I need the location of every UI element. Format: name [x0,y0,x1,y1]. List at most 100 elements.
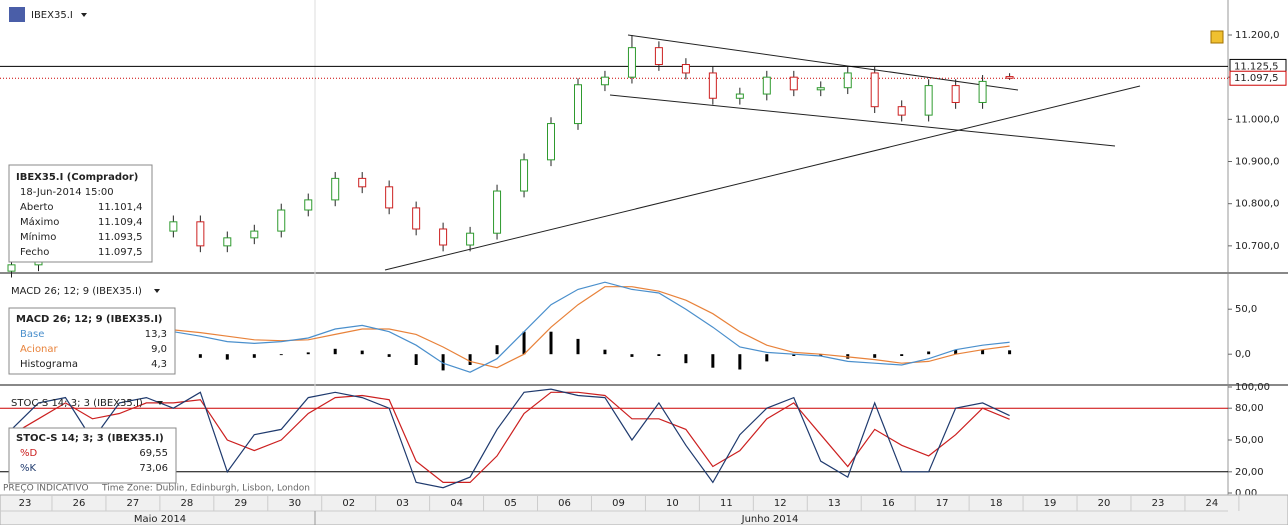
histogram-bar [873,354,877,358]
x-tick-label: 12 [774,498,787,509]
candle-body [574,84,582,125]
x-tick-label: 16 [882,498,895,509]
candle-body [466,232,475,246]
dropdown-arrow[interactable] [157,401,163,405]
histogram-bar [279,354,283,356]
histogram-bar [657,354,661,356]
info-value: 11.109,4 [98,217,143,228]
x-tick-label: 13 [828,498,841,509]
candle-body [627,47,636,78]
legend-label: Histograma [20,359,78,370]
x-tick-label: 06 [558,498,571,509]
histogram-bar [900,354,904,356]
histogram-bar [927,351,931,355]
histogram-bar [792,354,796,356]
histogram-bar [738,354,742,370]
symbol[interactable]: IBEX35.I [31,10,73,21]
histogram-bar [603,349,607,355]
histogram-bar [711,354,715,368]
x-tick-label: 18 [990,498,1003,509]
candle-body [439,228,448,246]
info-title: STOC-S 14; 3; 3 (IBEX35.I) [16,433,164,444]
panel-title[interactable]: STOC-S 14; 3; 3 (IBEX35.I) [11,398,143,409]
y-tick-label: 10.800,0 [1235,199,1280,210]
y-tick-label: 50,0 [1235,304,1257,315]
info-value: 11.101,4 [98,202,143,213]
price-label: 11.097,5 [1234,73,1279,84]
y-tick-label: 80,00 [1235,403,1264,414]
x-tick-label: 30 [288,498,301,509]
candle-body [951,85,960,103]
candle-body [843,72,852,89]
histogram-bar [306,352,310,355]
symbol-icon [9,7,25,22]
month-label: Maio 2014 [134,514,186,525]
info-value: 11.093,5 [98,232,143,243]
candle-body [520,159,529,192]
candle-body [7,264,16,272]
candle-body [978,80,987,103]
x-axis [0,494,1288,525]
histogram-bar [360,350,364,355]
price-label: 11.125,5 [1234,61,1279,72]
info-frame [8,427,177,484]
dropdown-arrow[interactable] [154,289,160,293]
candle-body [331,177,340,201]
candle-body [1005,76,1014,79]
info-value: 11.097,5 [98,247,143,258]
legend-label: Acionar [20,344,59,355]
candle-body [412,207,421,230]
x-tick-label: 09 [612,498,625,509]
y-tick-label: 0,0 [1235,349,1251,360]
dropdown-arrow[interactable] [81,13,87,17]
histogram-bar [387,354,391,357]
histogram-bar [414,354,418,365]
candle-body [169,221,178,232]
histogram-bar [252,354,256,358]
series-line [11,286,1010,369]
y-tick-label: 50,00 [1235,435,1264,446]
x-tick-label: 29 [234,498,247,509]
x-tick-label: 02 [342,498,355,509]
candle-body [600,76,609,86]
series-line [11,388,1010,489]
x-tick-label: 28 [180,498,193,509]
month-label: Junho 2014 [741,514,799,525]
info-box: MACD 26; 12; 9 (IBEX35.I) Base 13,3 Acio… [8,307,176,375]
histogram-bar [954,349,958,355]
candle-body [196,221,205,247]
histogram-bar [441,354,445,371]
info-title: MACD 26; 12; 9 (IBEX35.I) [16,314,163,325]
y-tick-label: 11.000,0 [1235,114,1280,125]
x-tick-label: 27 [127,498,140,509]
alert-icon[interactable] [1210,30,1224,44]
legend-label: %D [20,448,38,459]
footer-timezone: Time Zone: Dublin, Edinburgh, Lisbon, Lo… [101,484,310,494]
candle-body [816,87,825,91]
histogram-bar [684,354,688,364]
histogram-bar [495,345,499,355]
x-tick-label: 24 [1206,498,1219,509]
x-tick-label: 04 [450,498,463,509]
histogram-bar [333,348,337,355]
histogram-bar [819,354,823,356]
panel-title[interactable]: MACD 26; 12; 9 (IBEX35.I) [11,286,142,297]
y-tick-label: 20,00 [1235,467,1264,478]
candle-body [762,76,771,95]
info-date: 18-Jun-2014 15:00 [20,187,114,198]
y-tick-label: 10.900,0 [1235,157,1280,168]
x-tick-label: 23 [19,498,32,509]
footer-note: PREÇO INDICATIVO [3,484,89,494]
candle-body [735,93,744,99]
x-tick-label: 17 [936,498,949,509]
info-label: Aberto [20,202,54,213]
info-value: 13,3 [145,329,167,340]
info-label: Fecho [20,247,49,258]
histogram-bar [549,331,553,355]
info-value: 73,06 [139,463,168,474]
trendline [609,94,1116,147]
candle-body [789,76,798,91]
x-tick-label: 20 [1098,498,1111,509]
y-tick-label: 10.700,0 [1235,241,1280,252]
